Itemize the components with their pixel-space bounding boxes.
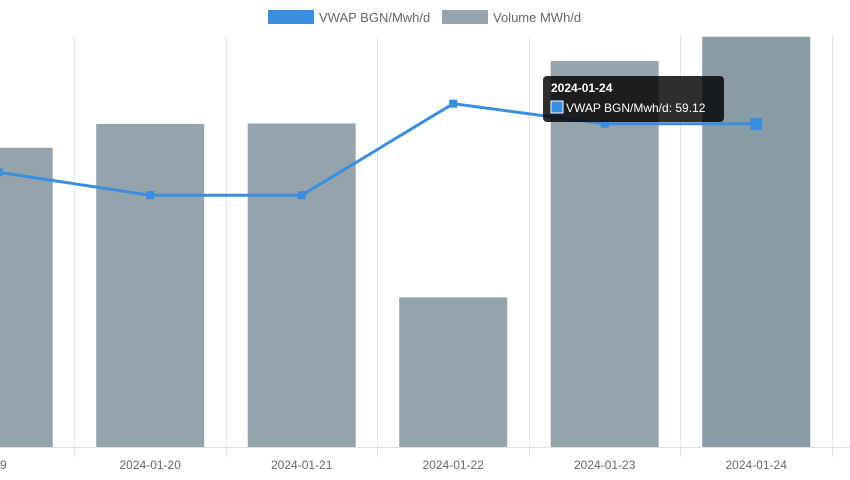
x-tick-label: 2024-01-24 — [726, 458, 788, 472]
point-vwap-2024-01-21[interactable] — [297, 191, 306, 200]
legend-label-volume: Volume MWh/d — [493, 10, 581, 25]
legend-item-vwap[interactable]: VWAP BGN/Mwh/d — [268, 10, 430, 25]
legend: VWAP BGN/Mwh/d Volume MWh/d — [268, 10, 581, 25]
tooltip-title: 2024-01-24 — [551, 81, 613, 95]
legend-label-vwap: VWAP BGN/Mwh/d — [319, 10, 430, 25]
legend-swatch-vwap — [268, 10, 314, 24]
vwap-line — [0, 99, 763, 200]
bar-volume-2024-01-21[interactable] — [247, 123, 356, 447]
legend-swatch-volume — [442, 10, 488, 24]
bar-volume-2024-01-19[interactable] — [0, 147, 53, 448]
point-vwap-2024-01-23[interactable] — [600, 119, 609, 128]
point-vwap-2024-01-20[interactable] — [146, 191, 155, 200]
x-tick-label: 2024-01-23 — [574, 458, 636, 472]
volume-bars — [0, 36, 811, 448]
bar-volume-2024-01-22[interactable] — [399, 297, 508, 447]
x-tick-label: 2024-01-22 — [423, 458, 485, 472]
point-vwap-2024-01-22[interactable] — [449, 99, 458, 108]
x-tick-label: 2024-01-20 — [120, 458, 182, 472]
x-tick-label: 2024-01-21 — [271, 458, 333, 472]
bar-volume-2024-01-20[interactable] — [96, 123, 205, 447]
tooltip-box — [543, 76, 724, 122]
tooltip: 2024-01-24 VWAP BGN/Mwh/d: 59.12 — [543, 76, 724, 122]
point-vwap-2024-01-19[interactable] — [0, 168, 3, 177]
vwap-series-line — [0, 102, 757, 197]
x-tick-label: 9 — [0, 458, 7, 472]
tooltip-label: VWAP BGN/Mwh/d: 59.12 — [566, 101, 706, 115]
legend-item-volume[interactable]: Volume MWh/d — [442, 10, 581, 25]
x-axis-ticks: 9 2024-01-20 2024-01-21 2024-01-22 2024-01-2… — [0, 458, 787, 472]
tooltip-swatch — [550, 100, 564, 114]
point-vwap-2024-01-24[interactable] — [750, 117, 763, 130]
